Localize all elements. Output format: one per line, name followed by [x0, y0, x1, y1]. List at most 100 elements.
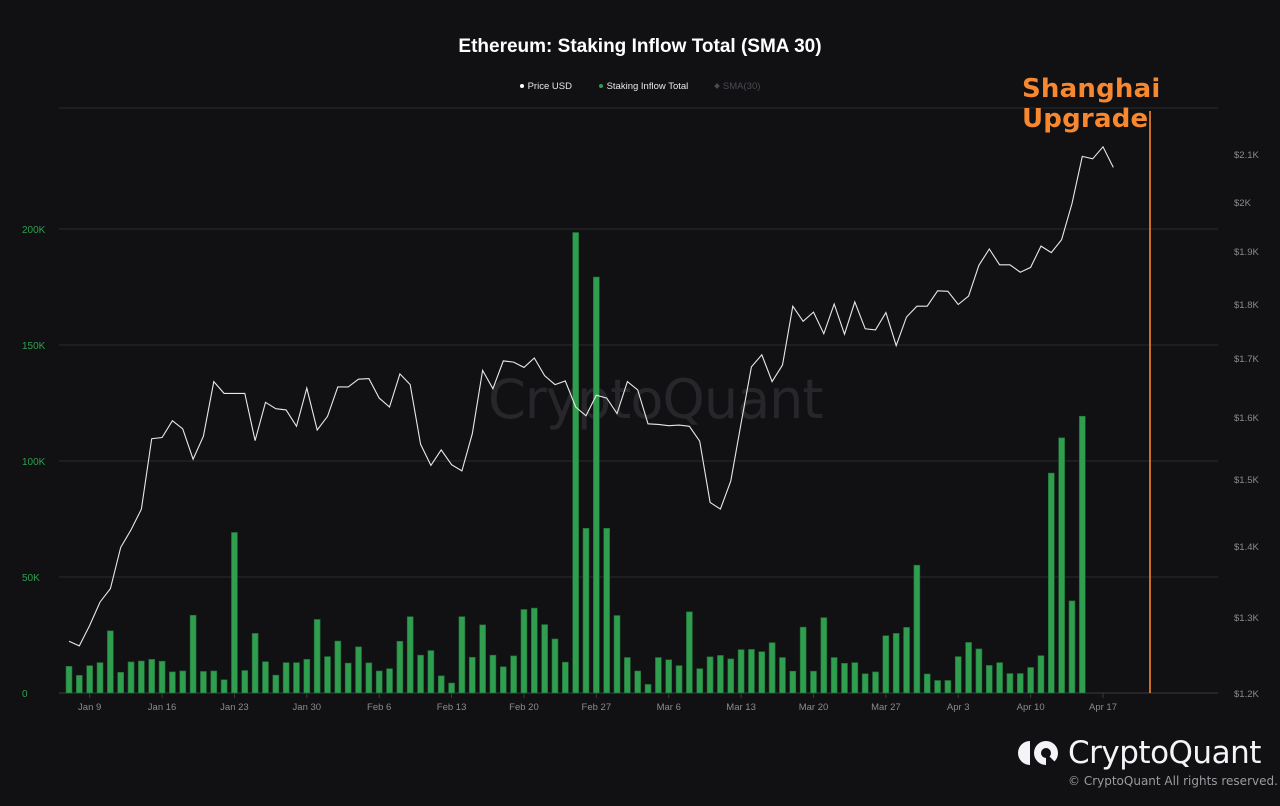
price-usd-line[interactable]: [68, 145, 1114, 647]
staking-inflow-bar[interactable]: [479, 624, 486, 694]
staking-inflow-bar[interactable]: [954, 656, 962, 694]
staking-inflow-bar[interactable]: [272, 674, 280, 694]
staking-inflow-bar[interactable]: [117, 672, 124, 694]
staking-inflow-bar[interactable]: [975, 648, 983, 694]
staking-inflow-bar[interactable]: [293, 662, 300, 694]
staking-inflow-bar[interactable]: [86, 665, 93, 694]
staking-inflow-bar[interactable]: [582, 527, 590, 694]
staking-inflow-bar[interactable]: [758, 651, 766, 694]
staking-inflow-bar[interactable]: [551, 638, 559, 694]
staking-inflow-bar[interactable]: [510, 655, 517, 694]
staking-inflow-bar[interactable]: [158, 660, 166, 694]
staking-inflow-bar[interactable]: [303, 659, 311, 694]
staking-inflow-bar[interactable]: [251, 633, 259, 694]
staking-inflow-bar[interactable]: [189, 614, 197, 694]
staking-inflow-bar[interactable]: [127, 661, 135, 694]
staking-inflow-bar[interactable]: [365, 662, 373, 694]
staking-inflow-bar[interactable]: [686, 611, 693, 694]
staking-inflow-bar[interactable]: [655, 657, 662, 694]
staking-inflow-bar[interactable]: [262, 661, 269, 694]
staking-inflow-bar[interactable]: [613, 615, 621, 694]
staking-inflow-bar[interactable]: [107, 630, 114, 694]
staking-inflow-bar[interactable]: [593, 276, 600, 694]
staking-inflow-bar[interactable]: [789, 670, 797, 694]
staking-inflow-bar[interactable]: [417, 654, 424, 694]
staking-inflow-bar[interactable]: [530, 607, 538, 694]
staking-inflow-bar[interactable]: [748, 649, 755, 694]
staking-inflow-bar[interactable]: [458, 616, 466, 694]
staking-inflow-bar[interactable]: [996, 662, 1003, 694]
staking-inflow-bar[interactable]: [799, 626, 807, 694]
staking-inflow-bar[interactable]: [169, 671, 176, 694]
staking-inflow-bar[interactable]: [1079, 415, 1086, 694]
staking-inflow-bar[interactable]: [148, 659, 156, 694]
staking-inflow-bar[interactable]: [96, 662, 104, 694]
staking-inflow-bar[interactable]: [282, 662, 290, 694]
staking-inflow-bar[interactable]: [665, 659, 673, 694]
staking-inflow-bar[interactable]: [934, 680, 941, 694]
staking-inflow-bar[interactable]: [892, 633, 900, 694]
staking-inflow-bar[interactable]: [820, 617, 828, 694]
staking-inflow-bar[interactable]: [313, 619, 321, 694]
staking-inflow-bar[interactable]: [944, 680, 952, 694]
staking-inflow-bar[interactable]: [851, 662, 859, 694]
staking-inflow-bar[interactable]: [437, 675, 445, 694]
staking-inflow-bar[interactable]: [541, 624, 548, 694]
staking-inflow-bar[interactable]: [572, 232, 579, 694]
staking-inflow-bar[interactable]: [427, 650, 435, 694]
staking-inflow-bar[interactable]: [841, 663, 848, 694]
staking-inflow-bar[interactable]: [779, 657, 786, 694]
staking-inflow-bar[interactable]: [727, 658, 735, 694]
staking-inflow-bar[interactable]: [882, 635, 890, 694]
staking-inflow-bar[interactable]: [861, 673, 869, 694]
staking-inflow-bar[interactable]: [499, 666, 507, 694]
staking-inflow-bar[interactable]: [1016, 673, 1024, 694]
staking-inflow-bar[interactable]: [1027, 667, 1034, 694]
staking-inflow-bar[interactable]: [1048, 472, 1055, 694]
legend-item-price[interactable]: Price USD: [519, 81, 575, 92]
staking-inflow-bar[interactable]: [489, 654, 497, 694]
staking-inflow-bar[interactable]: [520, 609, 528, 694]
staking-inflow-bar[interactable]: [448, 682, 455, 694]
staking-inflow-bar[interactable]: [468, 656, 476, 694]
staking-inflow-bar[interactable]: [737, 649, 745, 694]
staking-inflow-bar[interactable]: [965, 642, 972, 694]
staking-inflow-bar[interactable]: [768, 642, 776, 694]
legend-item-staking-inflow[interactable]: Staking Inflow Total: [598, 81, 691, 92]
staking-inflow-bar[interactable]: [386, 668, 393, 694]
staking-inflow-bar[interactable]: [76, 675, 83, 694]
staking-inflow-bar[interactable]: [210, 670, 218, 694]
staking-inflow-bar[interactable]: [241, 670, 249, 694]
staking-inflow-bar[interactable]: [903, 627, 910, 694]
staking-inflow-bar[interactable]: [179, 670, 187, 694]
legend-item-sma30[interactable]: SMA(30): [714, 81, 760, 92]
staking-inflow-bar[interactable]: [406, 616, 414, 694]
staking-inflow-bar[interactable]: [923, 673, 931, 694]
staking-inflow-bar[interactable]: [985, 665, 993, 694]
staking-inflow-bar[interactable]: [603, 527, 610, 694]
staking-inflow-bar[interactable]: [355, 646, 362, 694]
staking-inflow-bar[interactable]: [872, 671, 879, 694]
staking-inflow-bar[interactable]: [1058, 437, 1065, 694]
staking-inflow-bar[interactable]: [375, 670, 383, 694]
staking-inflow-bar[interactable]: [1006, 673, 1014, 694]
staking-inflow-bar[interactable]: [913, 564, 921, 694]
staking-inflow-bar[interactable]: [138, 660, 145, 694]
staking-inflow-bar[interactable]: [644, 684, 652, 694]
staking-inflow-bar[interactable]: [220, 679, 228, 694]
staking-inflow-bar[interactable]: [200, 671, 207, 694]
staking-inflow-bar[interactable]: [562, 661, 569, 694]
staking-inflow-bar[interactable]: [324, 656, 331, 694]
staking-inflow-bar[interactable]: [1068, 600, 1076, 694]
staking-inflow-bar[interactable]: [334, 640, 342, 694]
staking-inflow-bar[interactable]: [231, 532, 238, 694]
staking-inflow-bar[interactable]: [344, 662, 352, 694]
staking-inflow-bar[interactable]: [634, 670, 642, 694]
staking-inflow-bar[interactable]: [675, 665, 683, 694]
staking-inflow-bar[interactable]: [830, 657, 838, 694]
staking-inflow-bar[interactable]: [65, 666, 73, 694]
staking-inflow-bar[interactable]: [810, 670, 817, 694]
staking-inflow-bar[interactable]: [717, 655, 724, 694]
staking-inflow-bar[interactable]: [396, 640, 404, 694]
staking-inflow-bar[interactable]: [706, 656, 714, 694]
